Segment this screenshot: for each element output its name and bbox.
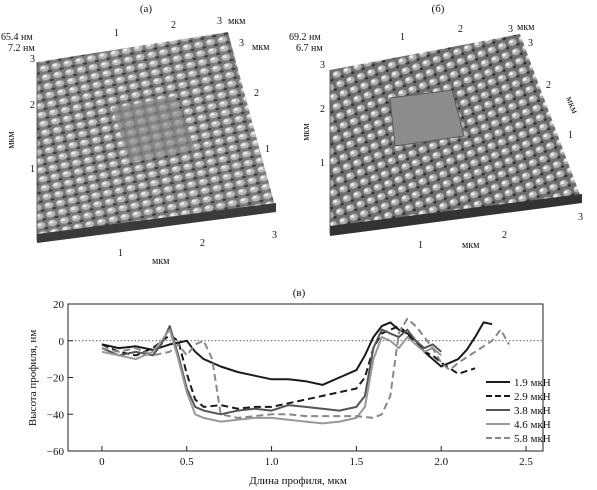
panel-b-tick-left-3: 3 [320, 60, 325, 71]
legend: 1.9 мкН 2.9 мкН 3.8 мкН 4.6 мкН 5.8 мкН [486, 377, 551, 445]
panel-a-tag: (а) [140, 3, 153, 15]
panel-a-zmax: 65.4 нм [1, 32, 33, 43]
panel-b-tick-top-1: 1 [400, 32, 405, 43]
panel-a-tick-top-3: 3 [217, 16, 222, 27]
x-tick-label: 0 [99, 456, 105, 468]
panel-a-indent [112, 96, 196, 162]
panel-b-tick-bottom-2: 2 [502, 230, 507, 241]
x-tick-label: 2.5 [519, 456, 533, 468]
x-tick-label: 2.0 [434, 456, 448, 468]
panel-b-zmin: 6.7 нм [296, 43, 323, 54]
panel-a-tick-top-2: 2 [171, 20, 176, 31]
x-tick-label: 0.5 [180, 456, 194, 468]
panel-b-surface-front [330, 194, 582, 236]
panel-b-unit-left: мкм [301, 123, 312, 141]
panel-b-tick-top-3: 3 [508, 24, 513, 35]
panel-a-tick-right-2: 2 [254, 88, 259, 99]
afm-panel-a: (а) 65.4 нм 7.2 нм 3 2 1 мкм 1 2 3 мкм 3… [1, 3, 277, 267]
panel-a-unit-right: мкм [252, 42, 270, 53]
panel-b-tick-top-2: 2 [458, 24, 463, 35]
panel-b-tick-right-3: 3 [528, 38, 533, 49]
panel-a-tick-right-1: 1 [265, 144, 270, 155]
x-tick-label: 1.5 [350, 456, 364, 468]
panel-b-tick-bottom-3: 3 [578, 212, 583, 223]
legend-label-1: 1.9 мкН [514, 377, 551, 389]
panel-b-zmax: 69.2 нм [289, 32, 321, 43]
afm-panel-b: (б) 69.2 нм 6.7 нм 3 2 1 мкм 1 2 3 мкм 3… [289, 3, 583, 251]
panel-b-unit-top: мкм [517, 22, 535, 33]
y-tick-label: 20 [53, 299, 65, 311]
panel-a-unit-top: мкм [228, 16, 246, 27]
panel-a-unit-left: мкм [6, 131, 17, 149]
panel-b-tick-right-2: 2 [546, 80, 551, 91]
legend-label-3: 3.8 мкН [514, 405, 551, 417]
y-tick-label: −60 [47, 446, 65, 458]
panel-b-unit-bottom: мкм [462, 240, 480, 251]
profile-chart: 0 0.5 1.0 1.5 2.0 2.5 −60 −40 −20 0 20 1.9 мкН 2.9 … [27, 299, 551, 487]
panel-a-tick-right-3: 3 [239, 38, 244, 49]
panel-a-tick-left-1: 1 [30, 164, 35, 175]
axis-ticks: 0 0.5 1.0 1.5 2.0 2.5 −60 −40 −20 0 20 [47, 299, 534, 468]
panel-a-tick-left-3: 3 [30, 54, 35, 65]
series-line-3 [101, 325, 442, 416]
x-tick-label: 1.0 [265, 456, 279, 468]
panel-a-surface-front [37, 203, 276, 243]
y-tick-label: −20 [47, 373, 65, 385]
panel-a-unit-bottom: мкм [152, 256, 170, 267]
y-axis-title: Высота профиля, нм [27, 330, 39, 426]
panel-a-tick-left-2: 2 [30, 100, 35, 111]
panel-a-tick-bottom-1: 1 [118, 248, 123, 259]
panel-a-tick-top-1: 1 [114, 28, 119, 39]
y-tick-label: −40 [47, 409, 65, 421]
panel-b-tick-left-2: 2 [320, 104, 325, 115]
panel-a-tick-bottom-2: 2 [200, 238, 205, 249]
panel-a-zmin: 7.2 нм [8, 43, 35, 54]
plot-frame [67, 303, 544, 452]
legend-label-4: 4.6 мкН [514, 419, 551, 431]
panel-b-tick-right-1: 1 [568, 130, 573, 141]
panel-b-tick-bottom-1: 1 [418, 240, 423, 251]
x-axis-title: Длина профиля, мкм [249, 475, 347, 487]
legend-label-5: 5.8 мкН [514, 433, 551, 445]
panel-b-tick-left-1: 1 [320, 158, 325, 169]
legend-label-2: 2.9 мкН [514, 391, 551, 403]
panel-c-tag: (в) [293, 287, 306, 299]
series-line-5 [101, 317, 510, 419]
panel-a-tick-bottom-3: 3 [272, 230, 277, 241]
series-line-4 [101, 328, 442, 425]
series-line-2 [101, 325, 476, 410]
profile-series [101, 317, 510, 425]
panel-b-unit-right: мкм [563, 95, 580, 116]
y-tick-label: 0 [59, 336, 65, 348]
panel-b-indent [389, 89, 465, 147]
panel-b-tag: (б) [432, 3, 445, 15]
